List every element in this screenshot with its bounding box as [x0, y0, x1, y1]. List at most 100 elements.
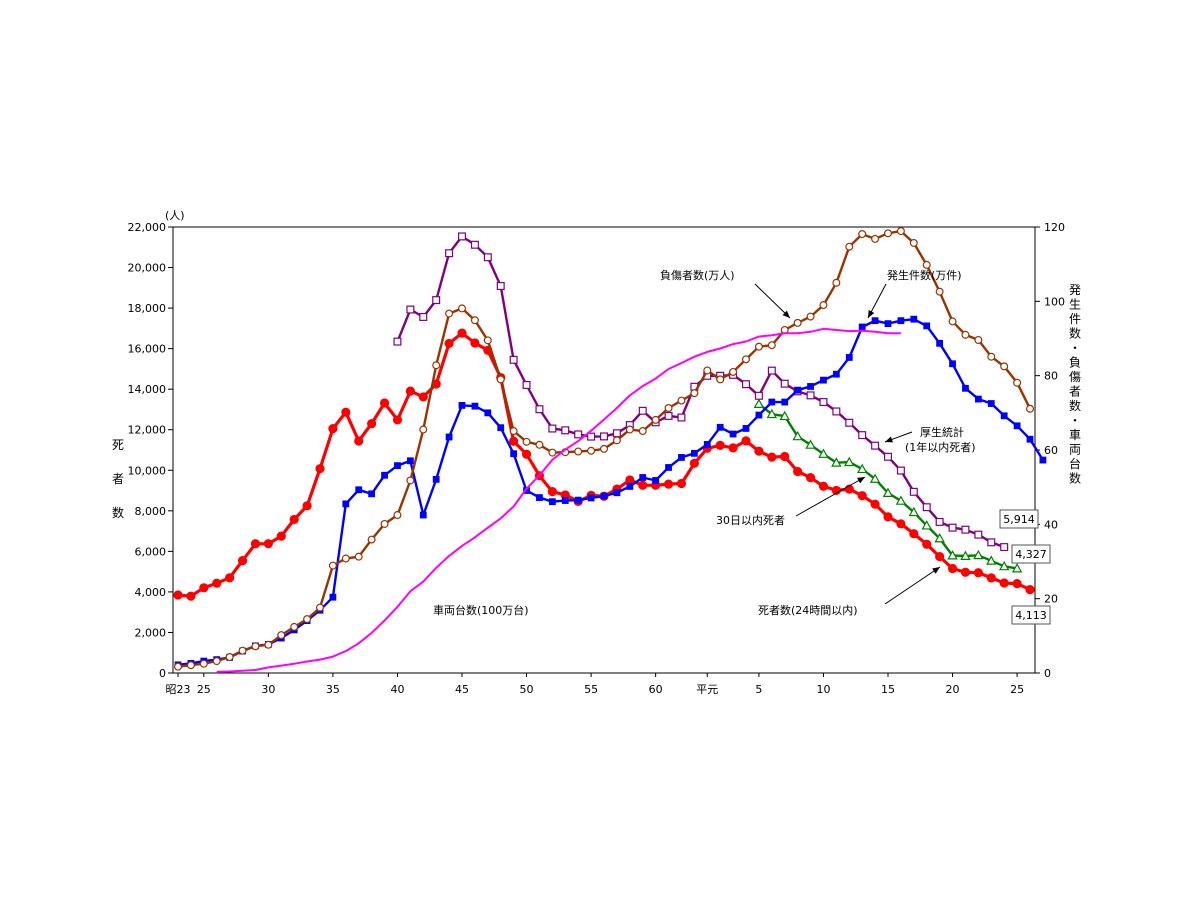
data-point	[678, 454, 685, 461]
data-point	[639, 474, 647, 481]
data-point	[922, 539, 932, 549]
data-point	[908, 506, 920, 517]
annotation-mhlw-1: 厚生統計	[920, 425, 964, 439]
data-point	[523, 487, 530, 494]
left-tick-label: 6,000	[135, 545, 167, 558]
data-point	[392, 415, 403, 425]
data-point	[999, 578, 1009, 588]
data-point	[419, 425, 428, 434]
data-point	[1012, 578, 1022, 589]
left-tick-label: 20,000	[128, 262, 167, 275]
data-point	[276, 531, 286, 541]
x-tick-label: 15	[881, 683, 895, 696]
data-point	[766, 408, 778, 419]
data-point	[354, 436, 364, 446]
data-point	[780, 379, 789, 388]
data-point	[716, 375, 725, 384]
data-point	[998, 560, 1010, 571]
data-point	[935, 287, 944, 296]
data-point	[794, 386, 802, 394]
data-point	[845, 354, 853, 361]
data-point	[664, 411, 673, 420]
left-tick-label: 0	[159, 667, 166, 680]
data-point	[587, 432, 596, 441]
right-axis-label-char: 両	[1069, 443, 1081, 457]
right-axis-label-char: 件	[1069, 312, 1081, 326]
data-point	[974, 530, 983, 539]
data-point	[496, 375, 505, 384]
data-point	[483, 253, 492, 262]
data-point	[676, 478, 687, 489]
data-point	[186, 591, 196, 601]
data-point	[755, 411, 763, 419]
right-axis-label-char: 車	[1069, 428, 1081, 442]
data-point	[882, 487, 894, 497]
data-point	[368, 490, 376, 498]
data-point	[381, 471, 388, 479]
right-axis-label-char: ・	[1069, 414, 1081, 428]
annotation-arrow-line	[884, 566, 941, 605]
data-point	[806, 391, 815, 400]
data-point	[1000, 543, 1009, 552]
data-point	[792, 430, 803, 441]
data-point	[961, 525, 970, 534]
data-point	[225, 653, 234, 662]
left-tick-label: 14,000	[128, 383, 167, 396]
data-point	[987, 352, 996, 361]
data-point	[1013, 422, 1021, 430]
annotation-arrow-head	[868, 310, 875, 318]
x-tick-label: 30	[261, 683, 275, 696]
right-axis-label-char: 数	[1069, 326, 1081, 341]
data-point	[599, 432, 608, 441]
x-tick-label: 45	[455, 683, 469, 696]
data-point	[341, 554, 350, 563]
data-point	[406, 476, 415, 485]
data-point	[754, 342, 763, 351]
x-tick-label: 55	[584, 683, 598, 696]
data-point	[471, 402, 479, 410]
data-point	[845, 242, 854, 251]
data-point	[729, 367, 738, 376]
data-point	[780, 451, 790, 462]
data-point	[779, 410, 790, 421]
data-point	[329, 593, 337, 601]
data-point	[612, 429, 621, 438]
annotation-deaths24h: 死者数(24時間以内)	[758, 603, 858, 617]
data-point	[818, 481, 829, 491]
data-point	[1026, 435, 1034, 443]
data-point	[974, 395, 982, 403]
data-point	[367, 535, 376, 544]
data-point	[199, 659, 208, 668]
data-point	[342, 500, 350, 508]
series-injuries	[174, 227, 1034, 671]
right-axis-label-char: 者	[1069, 385, 1081, 399]
data-point	[199, 583, 209, 593]
end-value-label: 4,327	[1015, 548, 1047, 561]
end-value-box	[1011, 605, 1051, 625]
data-point	[807, 383, 814, 390]
data-point	[625, 475, 635, 485]
data-point	[767, 366, 776, 375]
data-point	[973, 568, 983, 578]
data-point	[355, 486, 363, 494]
annotation-arrow-head	[932, 567, 940, 574]
data-point	[871, 234, 880, 243]
data-point	[922, 503, 931, 512]
data-point	[987, 538, 996, 547]
data-point	[574, 496, 582, 504]
data-point	[509, 355, 518, 364]
data-point	[832, 370, 840, 378]
data-point	[521, 449, 532, 459]
data-point	[858, 230, 867, 239]
data-point	[290, 622, 299, 631]
data-point	[445, 249, 454, 258]
data-point	[974, 335, 983, 344]
annotation-arrow-head	[782, 310, 790, 318]
data-point	[973, 549, 984, 560]
data-point	[703, 366, 712, 375]
data-point	[354, 552, 363, 561]
data-point	[483, 336, 492, 345]
data-point	[690, 389, 699, 398]
data-point	[497, 424, 505, 432]
